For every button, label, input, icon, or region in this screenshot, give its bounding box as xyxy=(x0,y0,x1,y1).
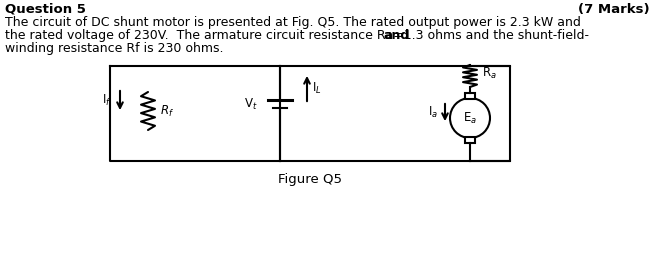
Text: I$_f$: I$_f$ xyxy=(102,93,112,108)
Text: R$_f$: R$_f$ xyxy=(160,103,174,118)
Text: Figure Q5: Figure Q5 xyxy=(278,173,342,186)
Text: I$_L$: I$_L$ xyxy=(312,81,322,96)
Text: (7 Marks): (7 Marks) xyxy=(578,3,650,16)
Text: E$_a$: E$_a$ xyxy=(463,110,477,126)
FancyBboxPatch shape xyxy=(465,137,475,143)
Text: the rated voltage of 230V.  The armature circuit resistance Ra=1.3 ohms and the : the rated voltage of 230V. The armature … xyxy=(5,29,589,42)
FancyBboxPatch shape xyxy=(465,93,475,99)
Text: I$_a$: I$_a$ xyxy=(428,105,438,120)
Text: V$_t$: V$_t$ xyxy=(244,97,258,111)
Text: winding resistance Rf is 230 ohms.: winding resistance Rf is 230 ohms. xyxy=(5,42,223,55)
Text: The circuit of DC shunt motor is presented at Fig. Q5. The rated output power is: The circuit of DC shunt motor is present… xyxy=(5,16,581,29)
Text: and: and xyxy=(383,29,409,42)
Text: R$_a$: R$_a$ xyxy=(482,66,496,81)
Text: Question 5: Question 5 xyxy=(5,3,86,16)
